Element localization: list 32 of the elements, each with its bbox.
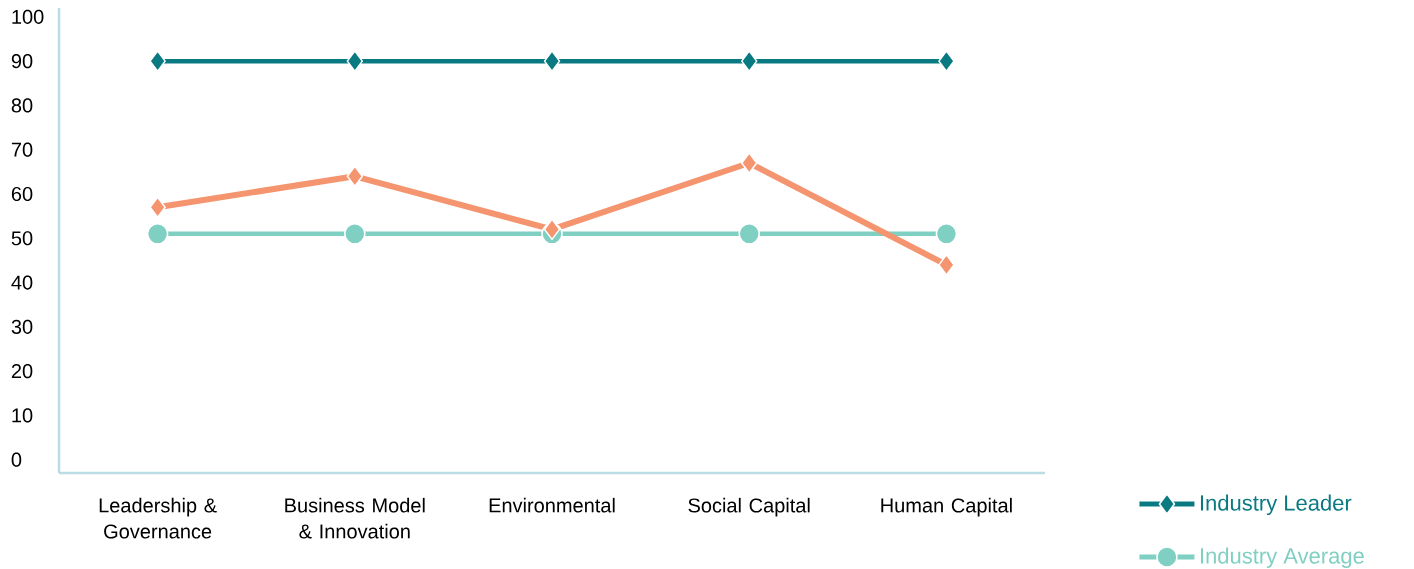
point <box>738 223 760 245</box>
y-tick-label: 10 <box>12 408 33 423</box>
y-tick-label: 40 <box>11 275 33 290</box>
legend-label: Industry Leader <box>1200 494 1352 516</box>
y-tick-label: 70 <box>11 142 33 157</box>
y-tick-label: 100 <box>12 9 44 24</box>
point <box>149 50 166 72</box>
point <box>740 50 758 72</box>
point <box>146 223 169 245</box>
y-tick-label: 0 <box>11 452 22 467</box>
point <box>346 165 364 188</box>
point <box>149 196 166 219</box>
y-tick-label: 30 <box>11 319 33 334</box>
y-tick-label: 60 <box>11 186 33 202</box>
x-tick-label: Social Capital <box>688 497 810 517</box>
point <box>938 50 955 72</box>
y-tick-label: 50 <box>11 231 33 246</box>
y-tick-label: 90 <box>11 54 33 69</box>
x-tick-label: Environmental <box>489 497 615 513</box>
x-tick-label: Business Model & Innovation <box>285 497 425 539</box>
point <box>935 223 958 245</box>
x-tick-label: Leadership & Governance <box>99 497 217 539</box>
point <box>543 218 561 241</box>
y-tick-label: 80 <box>11 98 33 113</box>
point <box>938 254 955 276</box>
legend-label: Industry Average <box>1200 547 1364 569</box>
point <box>543 50 561 72</box>
point <box>740 152 758 174</box>
y-tick-label: 20 <box>11 364 33 379</box>
x-tick-label: Human Capital <box>881 497 1012 517</box>
point <box>346 50 364 72</box>
point <box>344 223 366 245</box>
